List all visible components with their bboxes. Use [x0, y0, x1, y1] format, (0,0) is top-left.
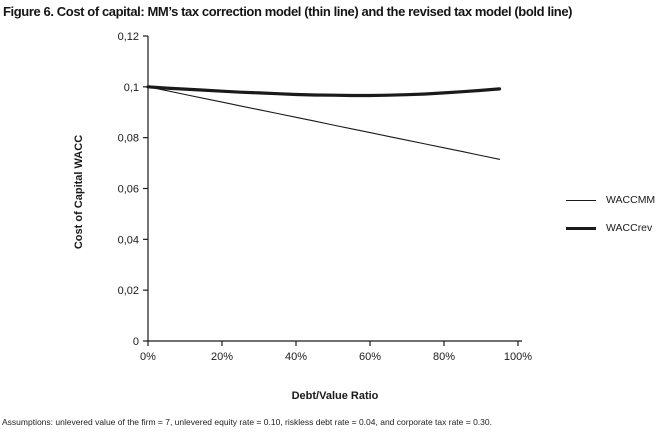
y-tick-label: 0,08	[118, 133, 139, 145]
x-tick-label: 60%	[359, 351, 381, 363]
legend: WACCMM WACCrev	[566, 194, 655, 234]
x-tick-label: 0%	[140, 351, 156, 363]
y-tick-label: 0,12	[118, 31, 139, 43]
y-tick-label: 0	[133, 336, 139, 348]
x-tick-label: 40%	[285, 351, 307, 363]
y-tick-label: 0,06	[118, 184, 139, 196]
legend-label-waccrev: WACCrev	[606, 222, 653, 234]
assumptions-note: Assumptions: unlevered value of the firm…	[2, 417, 492, 427]
x-tick-label: 80%	[433, 351, 455, 363]
series-line-waccmm	[147, 86, 501, 160]
legend-item-waccmm: WACCMM	[566, 194, 655, 206]
y-tick-label: 0,04	[118, 234, 139, 246]
legend-item-waccrev: WACCrev	[566, 222, 655, 234]
bold-line-sample	[566, 226, 596, 230]
y-tick-label: 0,02	[118, 285, 139, 297]
x-tick-label: 20%	[211, 351, 233, 363]
figure-title: Figure 6. Cost of capital: MM’s tax corr…	[3, 4, 573, 19]
y-axis-title: Cost of Capital WACC	[73, 134, 85, 250]
x-tick-label: 100%	[504, 351, 532, 363]
thin-line-sample	[566, 199, 596, 201]
series-line-waccrev	[146, 85, 502, 98]
legend-label-waccmm: WACCMM	[606, 194, 656, 206]
x-axis-title: Debt/Value Ratio	[291, 390, 379, 402]
y-tick-label: 0,1	[124, 82, 139, 94]
